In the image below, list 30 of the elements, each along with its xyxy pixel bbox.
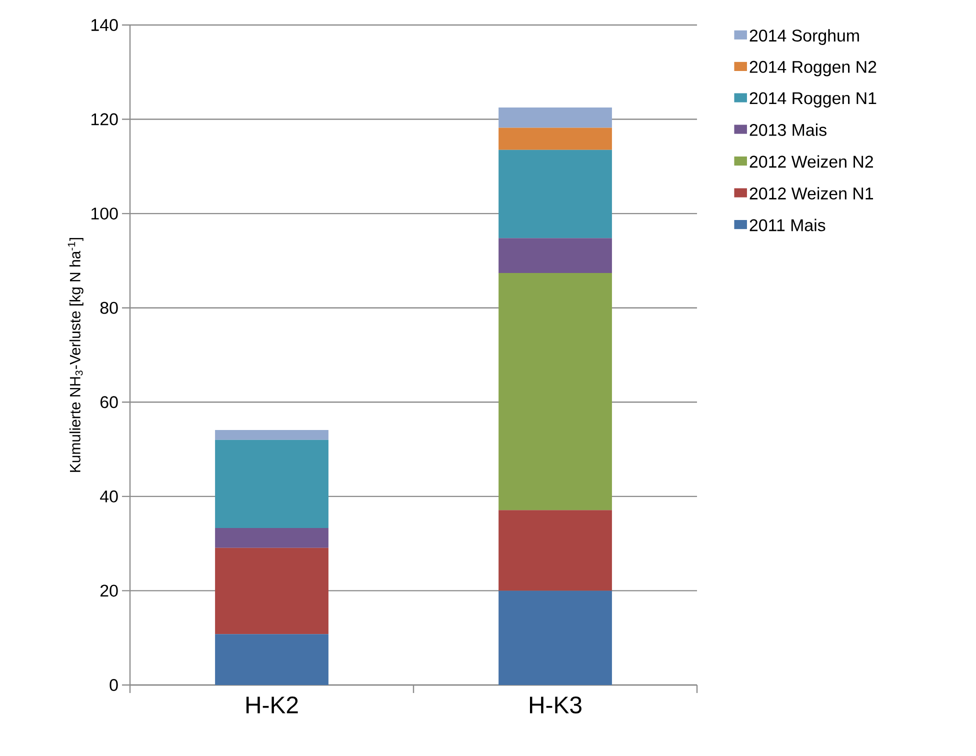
legend-label: 2014 Sorghum [750,29,859,45]
bar [498,590,612,685]
y-tick-label: 40 [100,490,118,502]
bar [498,272,612,510]
y-tick-label: 20 [100,584,118,597]
bar [498,150,612,238]
bar [498,128,612,150]
legend-label: 2011 Mais [750,218,826,232]
legend-label: 2014 Roggen N2 [750,60,876,76]
legend-label: 2012 Weizen N2 [750,155,873,168]
legend-label: 2014 Roggen N1 [750,92,876,108]
bar [498,510,612,591]
x-tick-label: H-K3 [530,696,582,714]
bar [215,528,328,548]
bar [498,238,612,273]
y-tick-label: 100 [92,208,118,220]
y-tick-label: 0 [110,679,118,691]
y-axis-title: Kumulierte NH$_{3}$-Verluste [kg N ha$^{-1}$] [68,238,84,472]
legend-label: 2013 Mais [750,124,826,136]
y-tick-label: 120 [92,113,118,126]
bar [498,107,612,128]
y-tick-label: 140 [92,18,118,31]
y-tick-label: 80 [100,302,118,314]
legend-label: 2012 Weizen N1 [750,187,874,200]
bar [215,548,328,634]
x-tick-label: H-K2 [246,696,298,714]
bar [215,430,328,440]
bar [215,440,328,528]
y-tick-label: 60 [100,396,118,408]
bar [215,634,328,685]
